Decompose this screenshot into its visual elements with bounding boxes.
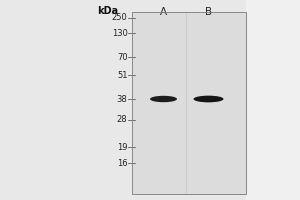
Text: 28: 28 (117, 116, 128, 124)
Text: 51: 51 (117, 71, 128, 79)
Text: 70: 70 (117, 52, 128, 62)
Text: B: B (205, 7, 212, 17)
Text: A: A (160, 7, 167, 17)
Ellipse shape (150, 96, 177, 102)
Bar (132, 12, 246, 194)
Text: kDa: kDa (98, 6, 118, 16)
Text: 130: 130 (112, 28, 127, 38)
Ellipse shape (194, 96, 224, 102)
Text: 16: 16 (117, 158, 128, 168)
Bar (246, 0, 300, 200)
Text: 250: 250 (112, 14, 127, 22)
Text: 19: 19 (117, 142, 128, 152)
Bar (132, 12, 246, 194)
Text: 38: 38 (117, 95, 128, 104)
